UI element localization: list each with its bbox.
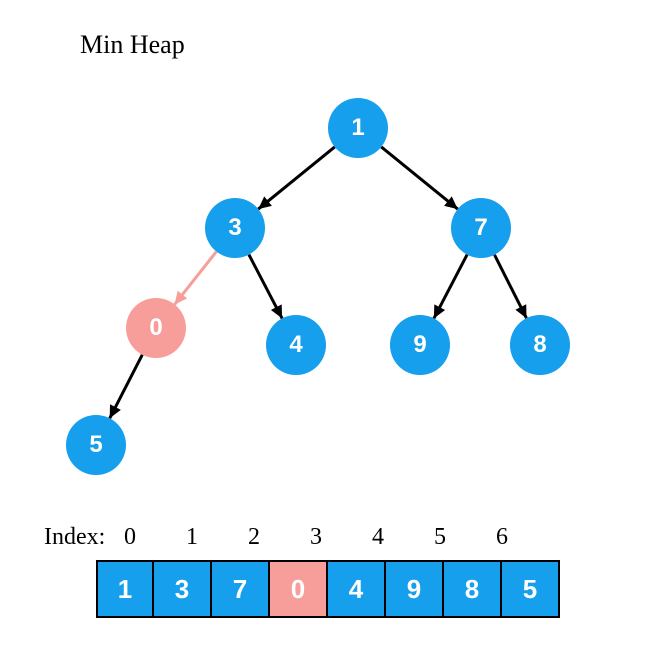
array-cell: 8 (444, 560, 502, 618)
heap-array: 13704985 (96, 560, 560, 618)
array-cell: 7 (212, 560, 270, 618)
array-index: 3 (310, 524, 322, 551)
diagram-title: Min Heap (80, 30, 185, 60)
array-index: 1 (186, 524, 198, 551)
array-cell: 0 (270, 560, 328, 618)
heap-node: 9 (390, 315, 450, 375)
index-label: Index: (44, 524, 105, 551)
heap-node: 8 (510, 315, 570, 375)
array-index: 2 (248, 524, 260, 551)
array-cell: 1 (96, 560, 154, 618)
array-index: 0 (124, 524, 136, 551)
heap-node: 5 (66, 415, 126, 475)
array-cell: 9 (386, 560, 444, 618)
heap-node: 7 (451, 198, 511, 258)
array-index: 4 (372, 524, 384, 551)
array-cell: 5 (502, 560, 560, 618)
heap-node: 3 (205, 198, 265, 258)
heap-node: 1 (328, 98, 388, 158)
array-cell: 3 (154, 560, 212, 618)
heap-node: 0 (126, 298, 186, 358)
heap-node: 4 (266, 315, 326, 375)
array-index: 6 (496, 524, 508, 551)
array-cell: 4 (328, 560, 386, 618)
array-index: 5 (434, 524, 446, 551)
